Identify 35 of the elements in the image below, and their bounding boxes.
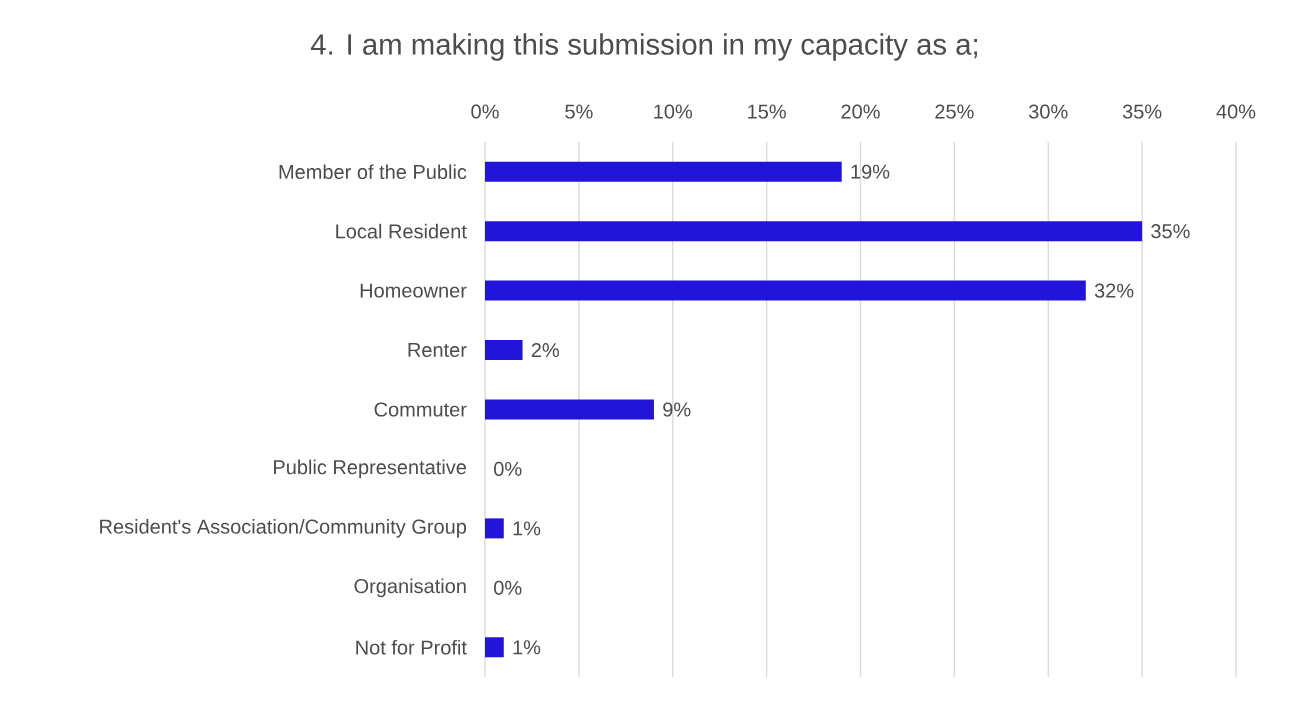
x-tick-label: 20% <box>841 104 880 119</box>
bar <box>485 221 1143 242</box>
bar <box>485 161 842 182</box>
y-tick-label: Not for Profit <box>356 639 467 655</box>
data-label: 2% <box>531 343 559 358</box>
x-tick-label: 25% <box>935 104 974 119</box>
y-tick-label: Renter <box>408 343 467 358</box>
y-tick-label: Homeowner <box>360 283 467 298</box>
data-label: 0% <box>494 580 522 595</box>
data-label: 9% <box>663 402 691 417</box>
bar <box>485 637 504 658</box>
y-tick-label: Public Representative <box>274 459 467 479</box>
x-tick-label: 15% <box>748 104 786 119</box>
bar <box>485 280 1086 301</box>
data-label: 19% <box>851 164 890 179</box>
x-tick-label: 10% <box>654 104 693 119</box>
x-tick-label: 5% <box>565 104 593 119</box>
data-label: 1% <box>513 521 541 536</box>
y-tick-label: Local Resident <box>336 223 467 239</box>
y-tick-label: Organisation <box>354 578 466 598</box>
x-tick-label: 0% <box>471 104 499 119</box>
data-label: 32% <box>1094 283 1134 298</box>
chart-title: 4. I am making this submission in my capacity as a; <box>310 33 977 61</box>
data-label: 1% <box>513 640 541 655</box>
y-tick-label: Commuter <box>374 402 467 417</box>
bar <box>485 399 654 420</box>
y-tick-label: Member of the Public <box>279 164 467 180</box>
x-tick-label: 40% <box>1216 104 1256 119</box>
data-label: 0% <box>494 461 522 477</box>
x-tick-label: 30% <box>1028 104 1068 119</box>
bar <box>485 340 523 361</box>
y-tick-label: Resident's Association/Community Group <box>100 519 467 538</box>
x-tick-label: 35% <box>1122 104 1162 119</box>
bar <box>485 518 504 539</box>
data-label: 35% <box>1151 224 1190 239</box>
